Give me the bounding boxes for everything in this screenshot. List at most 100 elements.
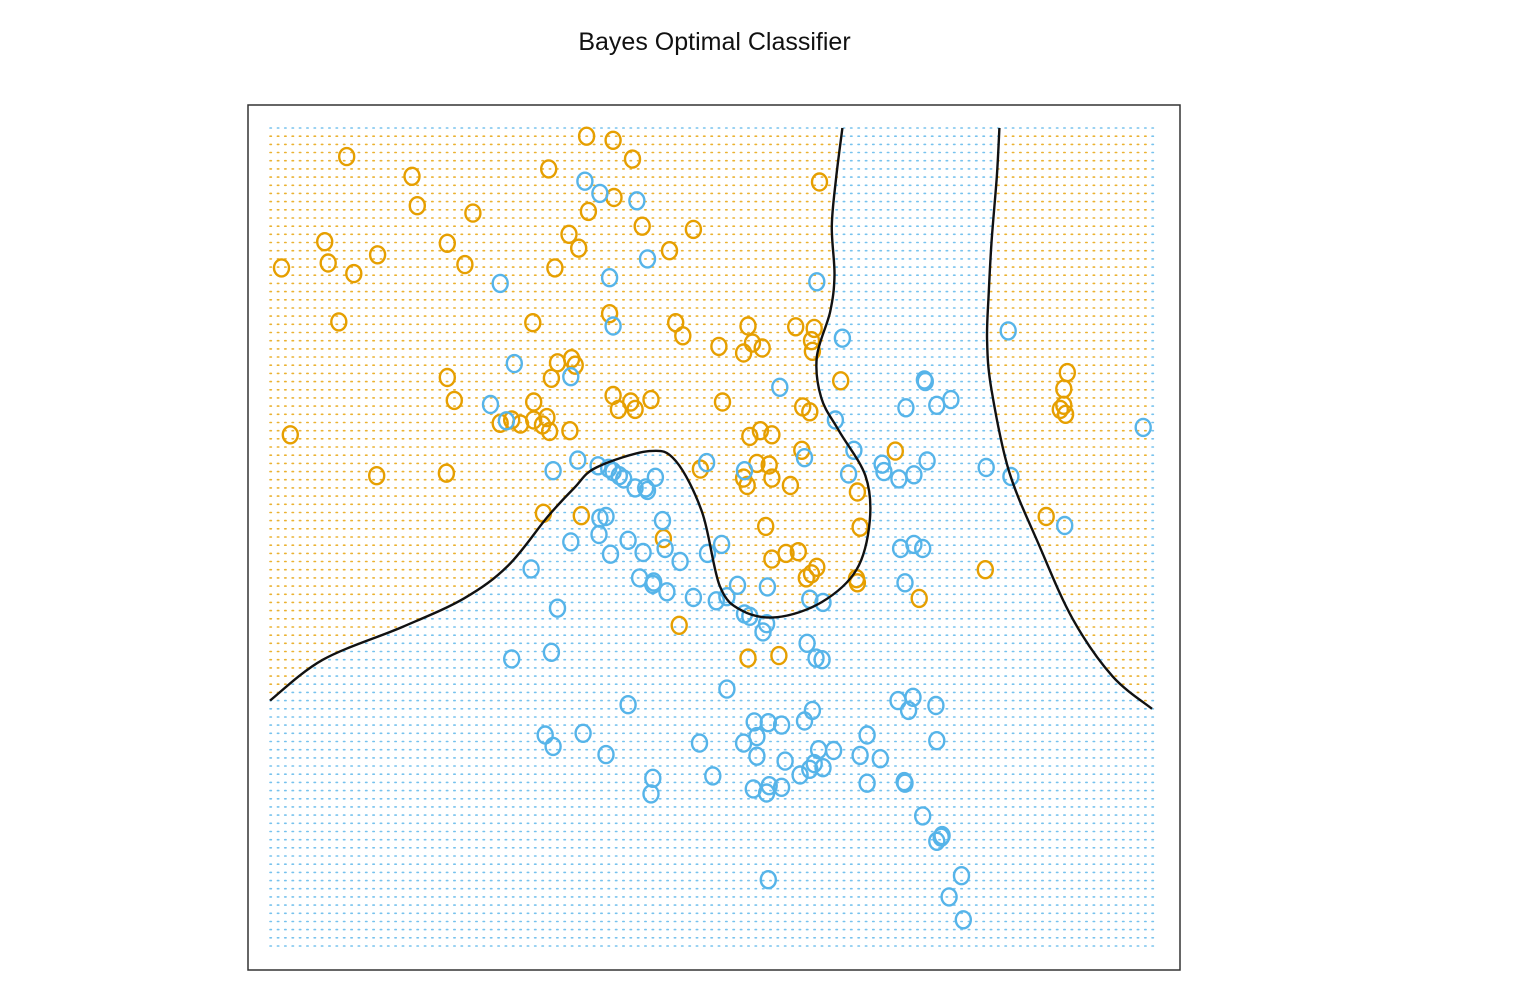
blue-point (576, 171, 594, 191)
orange-point (757, 516, 775, 537)
orange-point (642, 389, 660, 410)
orange-point (848, 482, 867, 502)
blue-point (772, 777, 791, 797)
orange-point (456, 254, 474, 275)
grid-dots-blue (269, 127, 1155, 947)
blue-point (928, 395, 946, 415)
blue-point (544, 736, 562, 757)
blue-point (1134, 417, 1152, 438)
orange-point (368, 466, 386, 486)
blue-point (600, 268, 619, 288)
blue-point (916, 371, 934, 392)
orange-point (710, 336, 728, 357)
blue-point (619, 695, 637, 715)
blue-point (728, 575, 747, 595)
orange-point (561, 421, 579, 441)
orange-point (272, 258, 291, 278)
orange-point (623, 149, 642, 169)
blue-point (734, 733, 753, 753)
orange-point (525, 410, 543, 430)
orange-point (548, 353, 567, 373)
blue-point (759, 713, 777, 733)
orange-point (760, 455, 778, 475)
orange-point (734, 343, 753, 363)
blue-point (858, 773, 876, 793)
orange-point (684, 219, 703, 240)
orange-point (540, 159, 558, 179)
orange-point (438, 233, 456, 254)
orange-point (368, 245, 387, 265)
blue-point (873, 454, 891, 474)
blue-point (899, 700, 918, 721)
blue-point (634, 542, 652, 563)
blue-point (544, 461, 562, 481)
orange-point (546, 258, 564, 278)
orange-point (976, 560, 994, 580)
blue-point (805, 753, 823, 774)
orange-point (753, 338, 771, 358)
blue-point (914, 538, 932, 559)
orange-point (600, 304, 619, 324)
orange-point (810, 172, 829, 192)
blue-point (798, 633, 816, 653)
orange-point (660, 240, 679, 261)
blue-point (928, 831, 946, 851)
orange-point (609, 399, 628, 420)
blue-point (718, 679, 736, 699)
blue-point (589, 456, 607, 476)
orange-point (1037, 506, 1055, 527)
decision-boundary-curve-1 (269, 127, 872, 702)
blue-point (772, 715, 791, 735)
blue-point (918, 451, 936, 471)
blue-point (642, 784, 660, 804)
blue-point (814, 592, 832, 613)
orange-point (281, 425, 299, 445)
blue-point (890, 469, 908, 489)
blue-point (505, 353, 523, 374)
orange-point (801, 402, 819, 422)
blue-point (824, 740, 843, 761)
blue-point (591, 183, 609, 204)
orange-point (734, 468, 753, 488)
blue-point (712, 534, 731, 555)
blue-point (656, 538, 674, 559)
blue-point (748, 746, 766, 766)
blue-point (707, 591, 725, 611)
orange-point (743, 333, 762, 353)
blue-point (638, 480, 657, 501)
orange-point (832, 371, 850, 391)
decision-boundary (269, 127, 1153, 710)
orange-point (770, 645, 788, 666)
orange-point (851, 517, 869, 537)
blue-point (597, 744, 615, 765)
blue-point (542, 642, 561, 662)
orange-point (789, 542, 807, 562)
chart-title: Bayes Optimal Classifier (578, 28, 851, 56)
blue-point (601, 544, 620, 564)
orange-point (1056, 404, 1075, 424)
blue-point (697, 452, 716, 473)
blue-point (814, 758, 832, 778)
orange-point (319, 253, 337, 273)
blue-point (896, 573, 914, 593)
blue-point (791, 765, 809, 785)
blue-point (954, 910, 972, 930)
blue-point (933, 825, 951, 846)
blue-point (646, 467, 665, 487)
blue-point (658, 582, 676, 602)
orange-point (674, 326, 692, 346)
blue-point (808, 272, 826, 292)
blue-point (928, 731, 946, 751)
blue-point (942, 389, 960, 410)
blue-point (684, 587, 703, 608)
orange-point (763, 468, 781, 488)
orange-point (763, 549, 781, 569)
orange-point (781, 475, 800, 496)
blue-point (845, 440, 863, 460)
blue-point (952, 866, 971, 886)
blue-point (644, 768, 662, 788)
orange-point (604, 130, 622, 151)
blue-point (626, 478, 644, 498)
orange-point (739, 648, 757, 668)
